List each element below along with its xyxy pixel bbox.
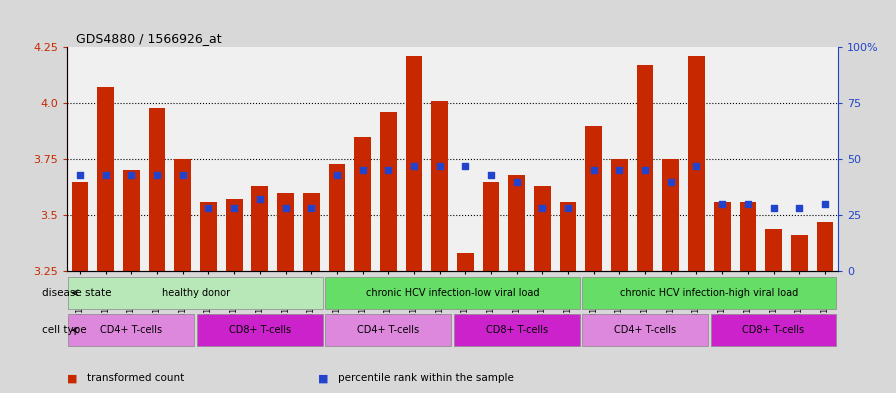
Text: ■: ■ <box>67 373 78 384</box>
Bar <box>582 277 837 309</box>
Point <box>356 167 370 173</box>
Bar <box>585 125 602 271</box>
Text: cell type: cell type <box>41 325 86 335</box>
Text: CD8+ T-cells: CD8+ T-cells <box>486 325 547 335</box>
Point <box>792 205 806 211</box>
Bar <box>329 163 345 271</box>
Bar <box>739 202 756 271</box>
Point <box>150 172 164 178</box>
Point <box>638 167 652 173</box>
Bar <box>252 186 268 271</box>
Point <box>458 163 472 169</box>
Point <box>561 205 575 211</box>
Bar <box>688 56 705 271</box>
Bar <box>508 175 525 271</box>
Text: chronic HCV infection-high viral load: chronic HCV infection-high viral load <box>620 288 798 298</box>
Bar <box>68 314 194 346</box>
Bar <box>68 277 323 309</box>
Bar <box>791 235 807 271</box>
Text: CD4+ T-cells: CD4+ T-cells <box>614 325 676 335</box>
Point <box>612 167 626 173</box>
Point <box>484 172 498 178</box>
Bar <box>637 65 653 271</box>
Text: disease state: disease state <box>41 288 111 298</box>
Bar <box>200 202 217 271</box>
Point <box>535 205 549 211</box>
Point <box>407 163 421 169</box>
Bar <box>380 112 397 271</box>
Bar <box>714 202 730 271</box>
Text: healthy donor: healthy donor <box>161 288 229 298</box>
Point <box>330 172 344 178</box>
Point <box>741 201 755 207</box>
Bar <box>611 159 628 271</box>
Bar <box>197 314 323 346</box>
Point <box>766 205 780 211</box>
Text: percentile rank within the sample: percentile rank within the sample <box>338 373 513 384</box>
Bar <box>483 182 499 271</box>
Text: CD8+ T-cells: CD8+ T-cells <box>743 325 805 335</box>
Bar <box>534 186 551 271</box>
Point <box>176 172 190 178</box>
Point <box>433 163 447 169</box>
Point <box>664 178 678 185</box>
Point <box>381 167 395 173</box>
Bar <box>226 200 243 271</box>
Point <box>304 205 318 211</box>
Text: CD8+ T-cells: CD8+ T-cells <box>228 325 291 335</box>
Point <box>125 172 139 178</box>
Point <box>99 172 113 178</box>
Bar <box>431 101 448 271</box>
Bar <box>560 202 576 271</box>
Bar <box>149 108 166 271</box>
Text: CD4+ T-cells: CD4+ T-cells <box>358 325 419 335</box>
Text: ■: ■ <box>318 373 329 384</box>
Point <box>73 172 87 178</box>
Bar <box>582 314 708 346</box>
Bar <box>325 314 452 346</box>
Point <box>510 178 524 185</box>
Point <box>227 205 241 211</box>
Text: CD4+ T-cells: CD4+ T-cells <box>100 325 162 335</box>
Bar <box>175 159 191 271</box>
Bar <box>123 170 140 271</box>
Bar <box>457 253 474 271</box>
Bar <box>406 56 422 271</box>
Point <box>715 201 729 207</box>
Text: transformed count: transformed count <box>87 373 185 384</box>
Point <box>202 205 216 211</box>
Point <box>279 205 293 211</box>
Point <box>818 201 832 207</box>
Text: chronic HCV infection-low viral load: chronic HCV infection-low viral load <box>366 288 539 298</box>
Bar <box>325 277 580 309</box>
Bar <box>98 88 114 271</box>
Point <box>689 163 703 169</box>
Bar <box>453 314 580 346</box>
Point <box>587 167 601 173</box>
Bar <box>277 193 294 271</box>
Bar <box>354 137 371 271</box>
Bar <box>711 314 837 346</box>
Bar <box>662 159 679 271</box>
Bar <box>303 193 320 271</box>
Text: GDS4880 / 1566926_at: GDS4880 / 1566926_at <box>76 32 222 45</box>
Bar <box>72 182 89 271</box>
Bar <box>765 229 782 271</box>
Bar <box>816 222 833 271</box>
Point <box>253 196 267 203</box>
